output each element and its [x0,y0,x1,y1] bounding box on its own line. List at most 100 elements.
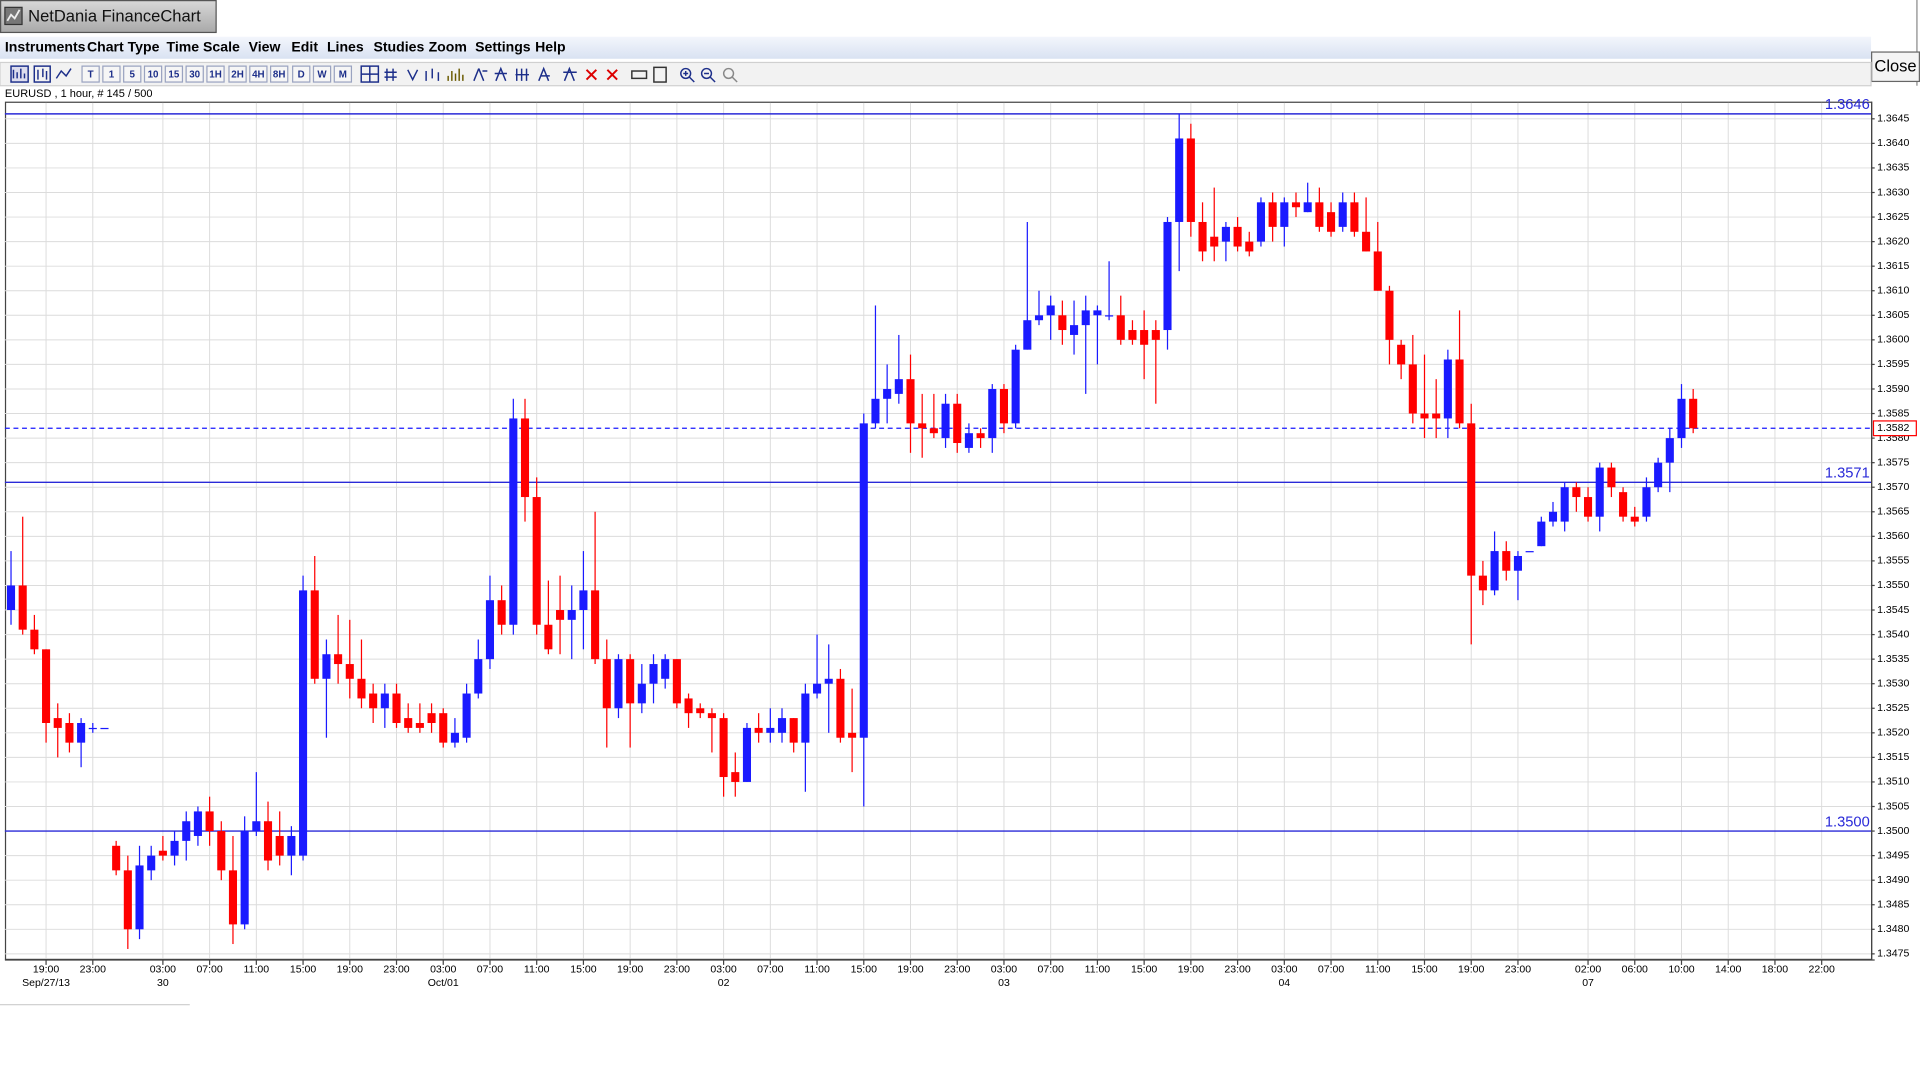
toolbar-label[interactable]: 1 [109,69,115,80]
candles [6,113,1698,949]
candle-body [485,600,495,660]
toolbar-label[interactable]: 8H [273,69,286,80]
y-tick-label: 1.3580 [1877,432,1909,444]
volume-icon[interactable] [425,68,440,81]
candle-body [754,727,763,733]
zoom-in-icon[interactable] [680,67,692,80]
toolbar-label[interactable]: 30 [189,69,200,80]
menu-item[interactable]: Lines [327,38,364,54]
menu-item[interactable]: Studies [373,38,424,54]
toolbar-label[interactable]: 1H [209,69,222,80]
x-tick-label: 15:00 [570,964,596,976]
zoom-reset-icon[interactable] [722,67,735,80]
toolbar-button[interactable] [312,65,332,83]
candle-body [1070,325,1079,335]
toolbar-label[interactable]: 4H [252,69,265,80]
y-tick-label: 1.3615 [1877,260,1909,272]
close-button[interactable] [1871,51,1920,83]
candle-body [123,870,132,930]
toolbar-buttons: T 1 5 10 15 30 1H 2H 4H 8H D W M [81,65,353,83]
toolbar-button[interactable] [249,65,268,83]
candle-body [1280,202,1289,227]
toolbar [0,61,1872,87]
menu-item[interactable]: Edit [291,38,318,54]
date-label: 30 [157,977,169,989]
menu-item[interactable]: Instruments [5,38,86,54]
x-tick-label: 03:00 [991,964,1017,976]
toolbar-label[interactable]: D [298,69,305,80]
line-tool-5[interactable] [563,66,577,82]
toolbar-button[interactable] [123,65,142,83]
toolbar-label[interactable]: 10 [148,69,159,80]
x-tick-label: 11:00 [524,964,550,976]
menu-item[interactable]: Settings [475,38,531,54]
zoom-out-icon[interactable] [700,67,713,80]
toolbar-label[interactable]: W [317,69,327,80]
price-line-label: 1.3571 [1825,466,1870,482]
grid [4,102,1872,959]
toolbar-button[interactable] [333,65,353,83]
x-tick-label: 19:00 [33,964,59,976]
y-tick-label: 1.3540 [1877,628,1909,640]
toolbar-icons [10,65,738,83]
candle-body [1233,226,1242,247]
candle-body [1665,438,1674,463]
toolbar-button[interactable] [81,65,100,83]
delete-icon[interactable] [585,69,598,81]
last-price-box [1872,420,1917,437]
menu-item[interactable]: Zoom [429,38,467,54]
chart-info: EURUSD , 1 hour, # 145 / 500 [5,88,153,100]
y-tick-label: 1.3505 [1877,800,1909,812]
candle-body [1011,349,1020,424]
toolbar-button[interactable] [228,65,247,83]
candle-body [684,698,693,714]
line-tool-4[interactable] [538,66,550,82]
bars-glyph [12,68,26,79]
candle-body [252,821,261,832]
close-label[interactable]: Close [1874,57,1916,76]
toolbar-label[interactable]: 15 [168,69,179,80]
x-tick-label: 15:00 [1411,964,1437,976]
toolbar-button[interactable] [102,65,121,83]
candle-body [415,722,424,728]
toolbar-button[interactable] [185,65,204,83]
menu-item[interactable]: Help [535,38,566,54]
line-tool-1[interactable] [473,68,488,82]
preview-icon[interactable] [653,66,667,83]
line-tool-2[interactable] [494,66,507,82]
price-line-label: 1.3646 [1825,97,1870,113]
candle-icon[interactable] [33,65,51,83]
line-icon[interactable] [55,68,72,79]
toolbar-button[interactable] [143,65,163,83]
candle-body [1619,492,1628,517]
x-tick-label: 19:00 [337,964,363,976]
delete-all-icon[interactable] [606,69,618,81]
menu-item[interactable]: Chart Type [87,38,160,54]
study-icon[interactable] [407,69,419,82]
toolbar-label[interactable]: 2H [231,69,244,80]
toolbar-button[interactable] [270,65,289,83]
toolbar-label[interactable]: T [88,69,94,80]
menu-item[interactable]: Time Scale [167,38,240,54]
toolbar-label[interactable]: 5 [130,69,136,80]
app-icon [4,6,23,26]
toolbar-button[interactable] [164,65,184,83]
x-tick-label: 19:00 [1178,964,1204,976]
candle-body [1058,315,1067,331]
histogram-icon[interactable] [447,68,464,81]
candle-body [357,678,366,699]
grid-icon[interactable] [384,68,397,81]
print-icon[interactable] [631,70,648,80]
zoom-reset-glyph [731,76,738,83]
toolbar-button[interactable] [292,65,311,83]
toolbar-button[interactable] [206,65,225,83]
menu-item[interactable]: View [249,38,281,54]
candle-body [1151,330,1160,340]
y-tick-label: 1.3640 [1877,137,1909,149]
candle-body [240,831,249,925]
line-tool-3[interactable] [515,68,529,81]
toolbar-label[interactable]: M [339,69,347,80]
candle-body [1291,202,1301,208]
x-tick-label: 22:00 [1809,964,1835,976]
